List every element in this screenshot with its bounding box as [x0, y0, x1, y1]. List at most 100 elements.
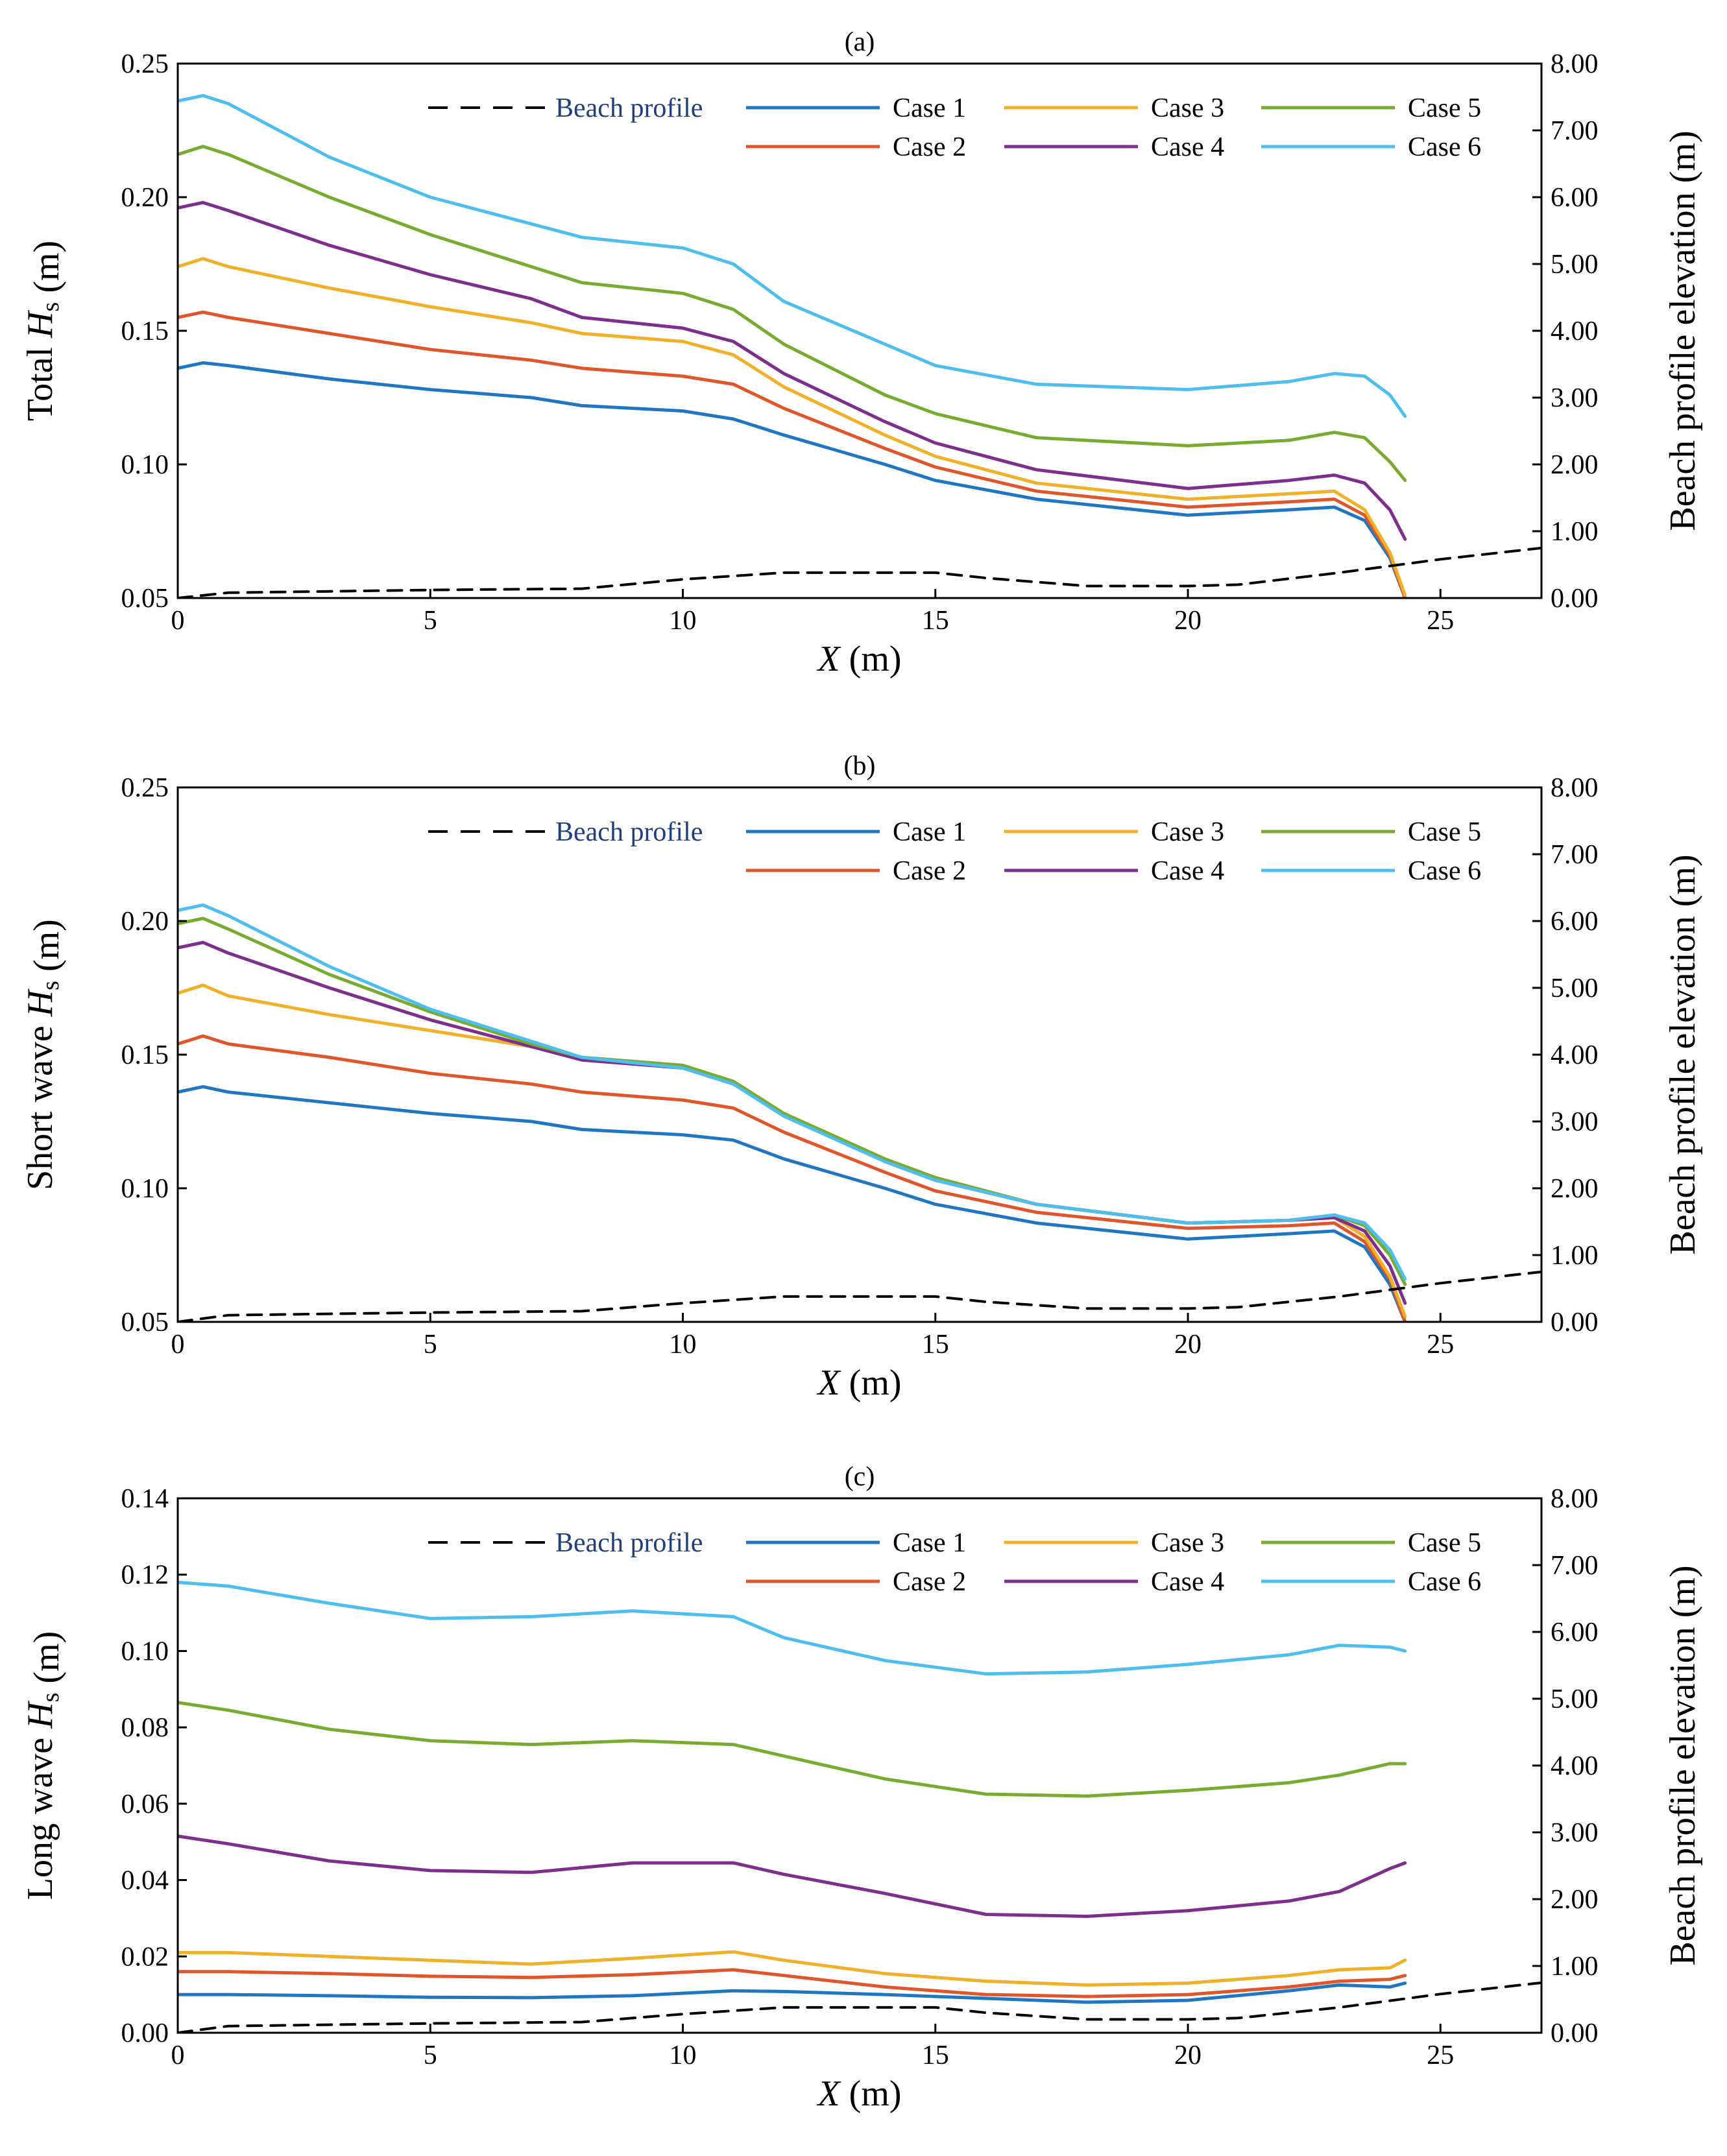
x-tick-label: 15 — [922, 1330, 949, 1359]
y2-tick-label: 0.00 — [1551, 2018, 1599, 2048]
y-axis-label: Short wave Hs (m) — [20, 919, 67, 1190]
x-tick-label: 0 — [171, 606, 185, 636]
legend-label-beach-profile: Beach profile — [555, 817, 703, 847]
y2-tick-label: 6.00 — [1551, 1618, 1599, 1647]
y2-tick-label: 5.00 — [1551, 974, 1599, 1003]
x-tick-label: 25 — [1427, 2041, 1454, 2070]
series-line-case-5 — [178, 916, 1407, 1286]
y2-tick-label: 2.00 — [1551, 1174, 1599, 1204]
x-tick-label: 5 — [424, 606, 437, 636]
y2-tick-label: 3.00 — [1551, 383, 1599, 413]
series-line-case-1 — [178, 1084, 1407, 1322]
chart-panel-1: (a) 0 5 10 15 20 25 0.05 0.10 0.15 0.20 0.25 0.00 1.0… — [20, 27, 1703, 679]
x-tick-label: 15 — [922, 2041, 949, 2070]
series-line-case-5 — [178, 1701, 1407, 1798]
series-line-case-1 — [178, 1982, 1407, 2004]
y2-tick-label: 4.00 — [1551, 1751, 1599, 1781]
y-axis-label: Long wave Hs (m) — [20, 1631, 67, 1900]
y2-axis-label: Beach profile elevation (m) — [1663, 1565, 1703, 1965]
panel-title: (c) — [845, 1462, 875, 1492]
y-tick-label: 0.10 — [121, 1636, 169, 1666]
y2-tick-label: 3.00 — [1551, 1818, 1599, 1848]
x-tick-label: 15 — [922, 606, 949, 636]
y2-tick-label: 4.00 — [1551, 1040, 1599, 1070]
y2-tick-label: 0.00 — [1551, 1308, 1599, 1337]
legend: Beach profile Case 1 Case 2 Case 3 Case 4 Cas… — [428, 93, 1481, 162]
legend-label-beach-profile: Beach profile — [555, 93, 703, 123]
y-tick-label: 0.06 — [121, 1790, 169, 1819]
y-tick-label: 0.10 — [121, 450, 169, 480]
y2-tick-label: 1.00 — [1551, 1952, 1599, 1982]
y-axis-label: Total Hs (m) — [20, 241, 67, 421]
y2-tick-label: 8.00 — [1551, 773, 1599, 803]
y2-tick-label: 7.00 — [1551, 116, 1599, 146]
y2-tick-label: 1.00 — [1551, 517, 1599, 547]
x-tick-label: 0 — [171, 1330, 185, 1359]
panel-title: (b) — [844, 751, 876, 781]
plot-frame — [176, 62, 1543, 599]
series-line-case-5 — [178, 145, 1407, 483]
x-tick-label: 10 — [670, 606, 697, 636]
y2-tick-label: 8.00 — [1551, 49, 1599, 79]
series-line-case-4 — [178, 200, 1407, 541]
legend-label-case-2: Case 2 — [893, 132, 966, 162]
y-tick-label: 0.20 — [121, 907, 169, 937]
x-tick-label: 25 — [1427, 606, 1454, 636]
x-tick-label: 20 — [1174, 1330, 1202, 1359]
x-tick-label: 20 — [1174, 2041, 1202, 2070]
legend-label-case-1: Case 1 — [893, 1528, 966, 1558]
y-tick-label: 0.10 — [121, 1174, 169, 1204]
legend-label-case-4: Case 4 — [1151, 856, 1224, 886]
y2-tick-label: 2.00 — [1551, 1885, 1599, 1915]
legend-label-case-3: Case 3 — [1151, 93, 1224, 123]
plot-frame — [176, 786, 1543, 1323]
y-tick-label: 0.02 — [121, 1942, 169, 1972]
legend-label-case-5: Case 5 — [1408, 1528, 1481, 1558]
y-tick-label: 0.12 — [121, 1561, 169, 1590]
y-tick-label: 0.08 — [121, 1713, 169, 1743]
series-line-case-6 — [178, 903, 1407, 1281]
y-tick-label: 0.05 — [121, 1308, 169, 1337]
y2-tick-label: 8.00 — [1551, 1484, 1599, 1514]
legend-label-case-3: Case 3 — [1151, 1528, 1224, 1558]
series-line-case-6 — [178, 1581, 1407, 1676]
y2-tick-label: 5.00 — [1551, 1684, 1599, 1714]
series-line-case-1 — [178, 361, 1407, 598]
chart-panel-3: (c) 0 5 10 15 20 25 0.00 0.02 0.04 0.06 0.08 0.10 0.1… — [20, 1462, 1703, 2114]
y2-tick-label: 3.00 — [1551, 1107, 1599, 1137]
series-line-case-2 — [178, 1968, 1407, 1998]
legend-label-case-1: Case 1 — [893, 817, 966, 847]
x-tick-label: 5 — [424, 1330, 437, 1359]
series-line-case-4 — [178, 1834, 1407, 1918]
y-tick-label: 0.20 — [121, 183, 169, 213]
legend-label-case-6: Case 6 — [1408, 1567, 1481, 1597]
x-axis-label: X (m) — [816, 639, 901, 679]
beach-profile-line — [178, 546, 1541, 598]
legend-label-case-2: Case 2 — [893, 856, 966, 886]
x-tick-label: 20 — [1174, 606, 1202, 636]
series-line-case-3 — [178, 983, 1407, 1319]
beach-profile-line — [178, 1270, 1541, 1322]
y-tick-label: 0.05 — [121, 584, 169, 614]
y2-tick-label: 6.00 — [1551, 907, 1599, 937]
legend: Beach profile Case 1 Case 2 Case 3 Case 4 Cas… — [428, 817, 1481, 886]
panel-title: (a) — [845, 27, 875, 57]
y2-tick-label: 7.00 — [1551, 840, 1599, 870]
legend-label-case-5: Case 5 — [1408, 817, 1481, 847]
y2-axis-label: Beach profile elevation (m) — [1663, 854, 1703, 1254]
series-line-case-6 — [178, 93, 1407, 418]
series-line-case-2 — [178, 1034, 1407, 1322]
y2-tick-label: 2.00 — [1551, 450, 1599, 480]
legend: Beach profile Case 1 Case 2 Case 3 Case 4 Cas… — [428, 1528, 1481, 1597]
x-tick-label: 0 — [171, 2041, 185, 2070]
y2-tick-label: 0.00 — [1551, 584, 1599, 614]
y-tick-label: 0.25 — [121, 49, 169, 79]
series-line-case-4 — [178, 940, 1407, 1305]
y2-tick-label: 7.00 — [1551, 1551, 1599, 1581]
beach-profile-line — [178, 1981, 1541, 2033]
x-axis-label: X (m) — [816, 1363, 901, 1403]
y2-tick-label: 6.00 — [1551, 183, 1599, 213]
y2-tick-label: 4.00 — [1551, 317, 1599, 346]
x-tick-label: 5 — [424, 2041, 437, 2070]
